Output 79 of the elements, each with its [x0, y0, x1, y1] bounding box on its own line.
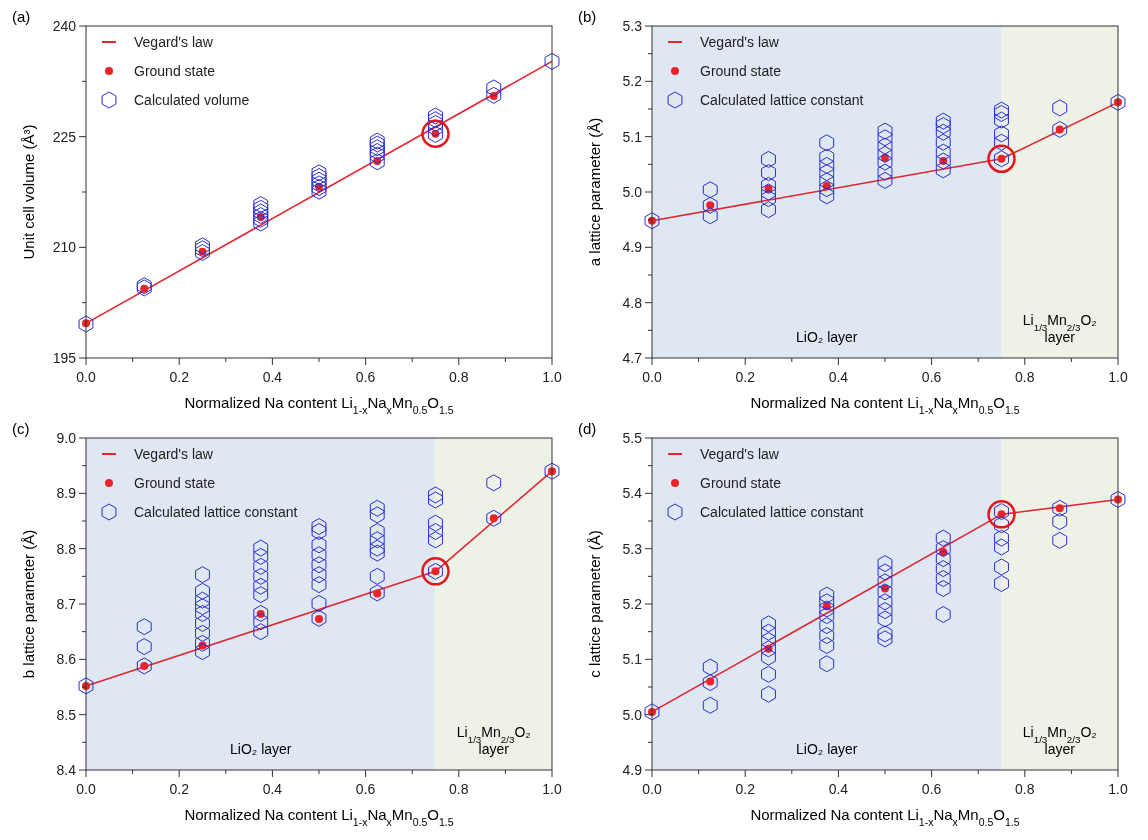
- band-label: Li$_{1/3}$Mn$_{2/3}$O₂ layer: [1022, 312, 1097, 345]
- x-tick-label: 0.0: [76, 369, 96, 385]
- y-tick-label: 225: [52, 128, 77, 145]
- y-axis-title: Unit cell volume (Å³): [20, 124, 37, 260]
- x-tick-label: 0.6: [355, 781, 376, 797]
- x-tick-label: 1.0: [542, 369, 562, 385]
- legend-label: Ground state: [134, 62, 216, 79]
- y-axis-title: b lattice parameter (Å): [20, 529, 37, 679]
- x-tick-label: 1.0: [1108, 781, 1128, 797]
- y-tick-label: 8.4: [56, 761, 77, 778]
- y-tick-label: 5.5: [622, 429, 643, 446]
- x-tick-label: 1.0: [542, 781, 562, 797]
- legend-label: Vegard's law: [700, 445, 780, 462]
- legend-label: Ground state: [700, 474, 782, 491]
- x-tick-label: 1.0: [1108, 369, 1128, 385]
- band-label: LiO₂ layer: [796, 329, 858, 345]
- y-tick-label: 5.3: [622, 540, 643, 557]
- y-tick-label: 8.6: [56, 651, 77, 668]
- legend-label: Calculated lattice constant: [700, 503, 864, 520]
- y-tick-label: 8.8: [56, 540, 77, 557]
- legend-label: Vegard's law: [134, 33, 214, 50]
- x-tick-label: 0.8: [1015, 369, 1035, 385]
- legend-label: Calculated lattice constant: [134, 503, 298, 520]
- y-tick-label: 210: [52, 239, 77, 256]
- legend-label: Vegard's law: [700, 33, 780, 50]
- y-tick-label: 5.1: [622, 128, 643, 145]
- y-tick-label: 5.2: [622, 595, 643, 612]
- y-tick-label: 5.0: [622, 706, 643, 723]
- x-tick-label: 0.2: [735, 781, 756, 797]
- x-tick-label: 0.2: [169, 369, 190, 385]
- legend-label: Vegard's law: [134, 445, 214, 462]
- chart-title: (c): [12, 420, 30, 437]
- x-tick-label: 0.4: [262, 369, 283, 385]
- chart-title: (b): [578, 8, 597, 25]
- x-tick-label: 0.8: [449, 781, 469, 797]
- y-tick-label: 5.1: [622, 651, 643, 668]
- x-axis-title: Normalized Na content Li$_{1-x}$Na$_{x}$Mn$_{0.5}$O$_{1.5}$: [184, 806, 454, 828]
- y-tick-label: 8.7: [56, 595, 77, 612]
- y-tick-label: 5.0: [622, 183, 643, 200]
- y-tick-label: 5.4: [622, 485, 643, 502]
- chart-title: (d): [578, 420, 597, 437]
- x-tick-label: 0.6: [921, 781, 942, 797]
- y-tick-label: 5.2: [622, 73, 643, 90]
- x-tick-label: 0.2: [735, 369, 756, 385]
- y-axis-title: c lattice parameter (Å): [586, 530, 603, 678]
- x-tick-label: 0.6: [921, 369, 942, 385]
- legend-label: Ground state: [700, 62, 782, 79]
- y-tick-label: 4.7: [622, 349, 643, 366]
- y-tick-label: 195: [52, 349, 77, 366]
- y-tick-label: 240: [52, 17, 77, 34]
- y-tick-label: 4.8: [622, 294, 643, 311]
- x-tick-label: 0.8: [1015, 781, 1035, 797]
- x-tick-label: 0.2: [169, 781, 190, 797]
- legend-label: Calculated lattice constant: [700, 91, 864, 108]
- legend-label: Calculated volume: [134, 91, 250, 108]
- band-label: Li$_{1/3}$Mn$_{2/3}$O₂ layer: [1022, 724, 1097, 757]
- chart-title: (a): [12, 8, 31, 25]
- x-tick-label: 0.0: [642, 369, 662, 385]
- y-tick-label: 5.3: [622, 17, 643, 34]
- y-axis-title: a lattice parameter (Å): [586, 117, 603, 267]
- x-axis-title: Normalized Na content Li$_{1-x}$Na$_{x}$Mn$_{0.5}$O$_{1.5}$: [750, 394, 1020, 416]
- x-tick-label: 0.0: [76, 781, 96, 797]
- band-label: LiO₂ layer: [230, 741, 292, 757]
- legend-label: Ground state: [134, 474, 216, 491]
- x-tick-label: 0.6: [355, 369, 376, 385]
- x-tick-label: 0.0: [642, 781, 662, 797]
- x-tick-label: 0.8: [449, 369, 469, 385]
- x-axis-title: Normalized Na content Li$_{1-x}$Na$_{x}$Mn$_{0.5}$O$_{1.5}$: [184, 394, 454, 416]
- band-label: Li$_{1/3}$Mn$_{2/3}$O₂ layer: [456, 724, 531, 757]
- x-axis-title: Normalized Na content Li$_{1-x}$Na$_{x}$Mn$_{0.5}$O$_{1.5}$: [750, 806, 1020, 828]
- x-tick-label: 0.4: [262, 781, 283, 797]
- y-tick-label: 4.9: [622, 761, 643, 778]
- y-tick-label: 8.5: [56, 706, 77, 723]
- x-tick-label: 0.4: [828, 369, 849, 385]
- band-label: LiO₂ layer: [796, 741, 858, 757]
- y-tick-label: 4.9: [622, 239, 643, 256]
- y-tick-label: 9.0: [56, 429, 77, 446]
- x-tick-label: 0.4: [828, 781, 849, 797]
- y-tick-label: 8.9: [56, 485, 77, 502]
